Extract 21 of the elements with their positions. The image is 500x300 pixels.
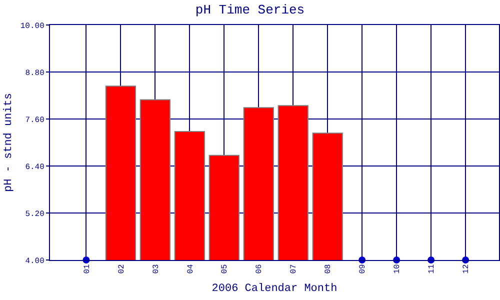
x-tick-label: 07 bbox=[290, 264, 299, 274]
x-tick-label: 11 bbox=[428, 264, 437, 274]
x-tick-label: 09 bbox=[358, 264, 368, 274]
x-tick-label: 03 bbox=[152, 264, 161, 274]
y-axis-title: pH - stnd units bbox=[3, 92, 16, 192]
chart-title: pH Time Series bbox=[195, 2, 305, 18]
y-tick-label: 6.40 bbox=[25, 162, 45, 172]
x-tick-label: 08 bbox=[324, 264, 334, 274]
y-tick-label: 5.20 bbox=[25, 210, 45, 219]
x-tick-label: 02 bbox=[117, 264, 126, 274]
x-tick-label: 05 bbox=[220, 264, 230, 274]
x-tick-label: 12 bbox=[462, 264, 472, 274]
x-tick-label: 04 bbox=[186, 264, 196, 274]
x-tick-label: 06 bbox=[255, 264, 264, 274]
x-tick-label: 10 bbox=[393, 264, 402, 274]
y-tick-label: 4.00 bbox=[25, 256, 45, 266]
x-tick-label: 01 bbox=[82, 264, 92, 274]
y-tick-label: 7.60 bbox=[25, 116, 45, 125]
x-axis-title: 2006 Calendar Month bbox=[212, 283, 338, 296]
y-tick-label: 10.00 bbox=[20, 22, 45, 31]
y-tick-label: 8.80 bbox=[25, 68, 45, 78]
